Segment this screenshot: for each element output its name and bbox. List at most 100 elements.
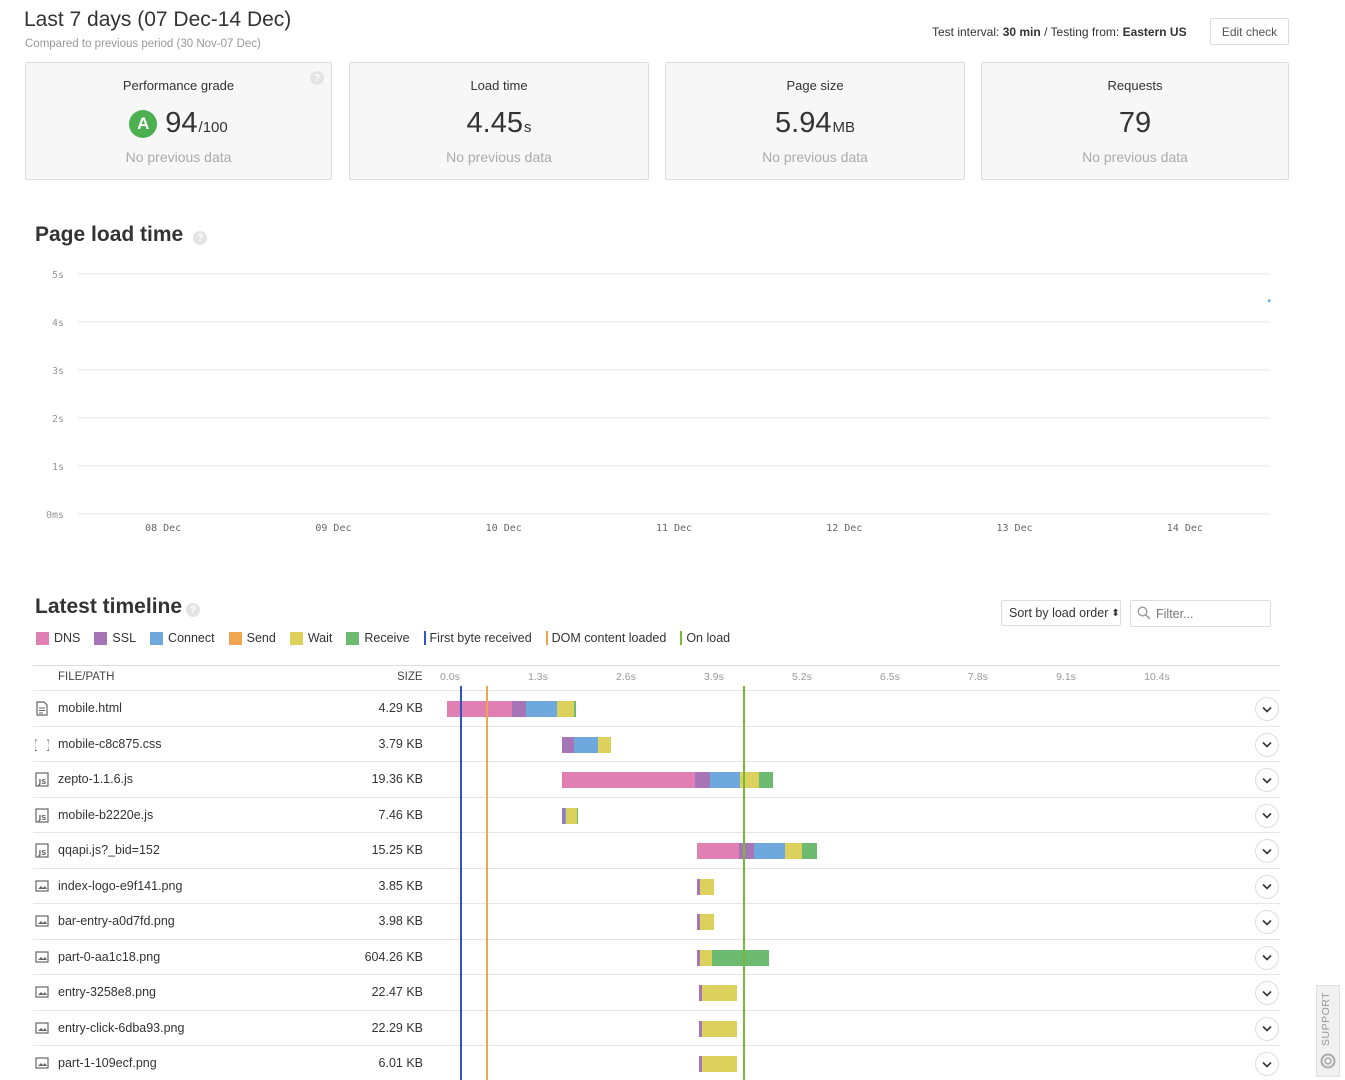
bar-segment-dns	[447, 701, 512, 717]
timeline-row[interactable]: JS mobile-b2220e.js 7.46 KB	[33, 796, 1280, 832]
page-size-value: 5.94	[775, 107, 832, 139]
svg-text:JS: JS	[38, 849, 47, 857]
expand-button[interactable]	[1255, 839, 1279, 863]
help-icon[interactable]: ?	[310, 71, 324, 85]
legend-item: Wait	[289, 631, 333, 645]
filter-input[interactable]	[1130, 600, 1271, 627]
file-name: entry-3258e8.png	[58, 985, 156, 999]
chevron-down-icon	[1262, 777, 1272, 784]
help-icon[interactable]: ?	[186, 603, 200, 617]
bar-segment-wait	[701, 985, 737, 1001]
legend-swatch	[346, 631, 360, 645]
js-icon: JS	[35, 843, 49, 858]
legend-label: DOM content loaded	[551, 631, 667, 645]
file-size: 19.36 KB	[371, 772, 423, 786]
testing-location: Eastern US	[1122, 25, 1187, 39]
bar-segment-wait	[701, 1020, 737, 1037]
bar-segment-ssl	[695, 772, 711, 788]
edit-check-button[interactable]: Edit check	[1210, 18, 1289, 45]
bar-segment-dns	[697, 843, 740, 859]
chevron-down-icon	[1262, 990, 1272, 997]
file-name: part-1-109ecf.png	[58, 1056, 157, 1070]
axis-tick-label: 6.5s	[880, 671, 900, 683]
card-value: 5.94 MB	[666, 107, 964, 140]
bar-segment-wait	[557, 701, 574, 717]
x-tick-label: 10 Dec	[486, 523, 522, 534]
timeline-row[interactable]: bar-entry-a0d7fd.png 3.98 KB	[33, 903, 1280, 938]
chevron-down-icon	[1262, 883, 1272, 890]
expand-button[interactable]	[1255, 732, 1279, 757]
chevron-down-icon	[1262, 706, 1272, 713]
axis-tick-label: 1.3s	[528, 671, 548, 683]
bar-segment-connect	[526, 701, 558, 717]
expand-button[interactable]	[1255, 697, 1279, 721]
help-icon[interactable]: ?	[193, 231, 207, 245]
file-size: 4.29 KB	[378, 701, 423, 715]
image-icon	[35, 985, 49, 1000]
expand-button[interactable]	[1255, 981, 1279, 1005]
bar-segment-dns	[562, 772, 696, 788]
x-tick-label: 08 Dec	[145, 523, 181, 534]
legend-item: DOM content loaded	[545, 631, 667, 645]
latest-timeline-title: Latest timeline	[35, 595, 183, 618]
legend-line	[423, 631, 426, 645]
sort-select[interactable]: Sort by load order ⬍	[1001, 600, 1121, 626]
chevron-down-icon	[1262, 741, 1272, 748]
timeline-row[interactable]: part-1-109ecf.png 6.01 KB	[33, 1045, 1280, 1080]
table-divider	[33, 665, 1280, 666]
bar-segment-receive	[576, 807, 579, 824]
interval-value: 30 min	[1002, 25, 1041, 39]
file-size: 3.79 KB	[378, 736, 423, 751]
timeline-row[interactable]: JS zepto-1.1.6.js 19.36 KB	[33, 761, 1280, 796]
legend-label: Wait	[307, 631, 333, 645]
legend-item: SSL	[94, 631, 136, 645]
timeline-row[interactable]: entry-click-6dba93.png 22.29 KB	[33, 1009, 1280, 1045]
bar-segment-wait	[785, 843, 802, 859]
file-name: mobile-c8c875.css	[58, 736, 162, 751]
first-byte-marker	[459, 686, 462, 1080]
page-size-unit: MB	[832, 119, 855, 136]
expand-button[interactable]	[1255, 910, 1279, 934]
axis-tick-label: 0.0s	[440, 671, 460, 683]
timeline-row[interactable]: { } mobile-c8c875.css 3.79 KB	[31, 725, 1280, 761]
grade-score: 94	[165, 107, 198, 139]
card-label: Requests	[1107, 78, 1163, 93]
timeline-row[interactable]: index-logo-e9f141.png 3.85 KB	[33, 867, 1280, 903]
page-size-card: Page size 5.94 MB No previous data	[665, 62, 965, 180]
timeline-row[interactable]: part-0-aa1c18.png 604.26 KB	[33, 938, 1280, 974]
file-size: 7.46 KB	[378, 807, 423, 822]
file-size: 22.29 KB	[371, 1020, 423, 1035]
axis-tick-label: 3.9s	[704, 671, 724, 683]
axis-tick-label: 9.1s	[1056, 671, 1076, 683]
load-time-unit: s	[523, 119, 532, 136]
timeline-row[interactable]: entry-3258e8.png 22.47 KB	[33, 974, 1280, 1009]
expand-button[interactable]	[1255, 1016, 1279, 1041]
expand-button[interactable]	[1255, 768, 1279, 792]
sort-label: Sort by load order	[1009, 606, 1109, 620]
expand-button[interactable]	[1255, 1052, 1279, 1076]
support-tab[interactable]	[1316, 985, 1340, 1077]
x-tick-label: 09 Dec	[315, 523, 351, 534]
bar-segment-ssl	[697, 914, 701, 930]
legend-label: Connect	[168, 631, 215, 645]
bar-segment-receive	[573, 701, 576, 717]
expand-button[interactable]	[1255, 874, 1279, 899]
x-tick-label: 11 Dec	[656, 523, 692, 534]
expand-button[interactable]	[1255, 945, 1279, 970]
legend-swatch	[289, 631, 303, 645]
bar-segment-wait	[566, 807, 577, 824]
file-size: 3.98 KB	[378, 914, 423, 928]
load-time-card: Load time 4.45 s No previous data	[349, 62, 649, 180]
legend-item: DNS	[36, 631, 80, 645]
legend-label: Receive	[364, 631, 410, 645]
bar-segment-receive	[712, 949, 769, 966]
legend-label: SSL	[112, 631, 137, 645]
expand-button[interactable]	[1255, 803, 1279, 828]
timeline-row[interactable]: mobile.html 4.29 KB	[33, 690, 1280, 725]
bar-segment-ssl	[697, 878, 701, 895]
bar-segment-ssl	[698, 1056, 702, 1072]
test-info: Test interval: 30 min / Testing from: Ea…	[932, 25, 1187, 39]
bar-segment-ssl	[698, 985, 702, 1001]
bar-segment-wait	[597, 736, 611, 753]
timeline-row[interactable]: JS qqapi.js?_bid=152 15.25 KB	[33, 832, 1280, 867]
